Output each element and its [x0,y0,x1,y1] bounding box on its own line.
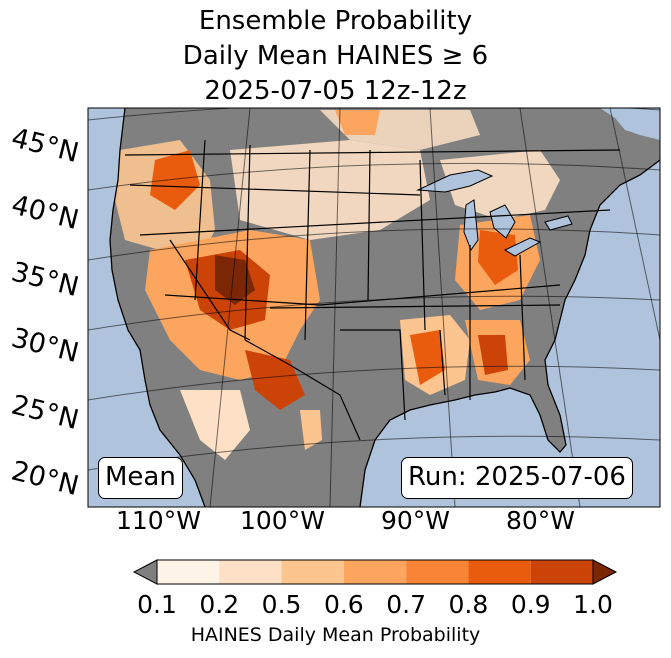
colorbar [132,559,618,585]
colorbar-tick-label: 0.7 [386,590,427,619]
colorbar-cell [281,560,344,584]
colorbar-tick-label: 0.2 [199,590,240,619]
colorbar-cell [219,560,282,584]
lon-label-100: 100°W [240,506,325,535]
colorbar-tick-label: 0.5 [261,590,302,619]
colorbar-cell [530,560,593,584]
colorbar-cell [343,560,407,584]
colorbar-cell [468,560,531,584]
state-borders [124,139,621,441]
coastline [109,108,660,507]
run-date-box: Run: 2025-07-06 [401,457,633,499]
fire-probability-patches [115,110,560,460]
colorbar-label: HAINES Daily Mean Probability [190,624,481,646]
colorbar-over-arrow [592,559,618,585]
lon-label-80: 80°W [506,506,576,535]
colorbar-cell [157,560,220,584]
colorbar-tick-label: 0.9 [510,590,551,619]
chart-title-line-1: Ensemble Probability [198,6,473,36]
colorbar-tick-label: 1.0 [573,590,613,619]
great-lakes [416,169,573,257]
mean-label-box: Mean [98,457,183,499]
colorbar-frame [156,559,594,585]
chart-title-line-2: Daily Mean HAINES ≥ 6 [182,41,489,71]
colorbar-tick-label: 0.8 [448,590,489,619]
lon-label-110: 110°W [116,506,201,535]
lon-label-90: 90°W [381,506,451,535]
colorbar-cell [406,560,469,584]
map-frame [87,107,661,508]
colorbar-under-arrow [132,559,158,585]
colorbar-tick-label: 0.1 [137,590,177,619]
chart-title-line-3: 2025-07-05 12z-12z [204,76,467,106]
colorbar-tick-label: 0.6 [323,590,364,619]
